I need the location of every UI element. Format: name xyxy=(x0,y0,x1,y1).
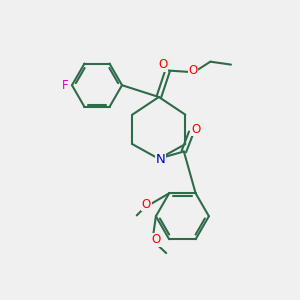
Text: O: O xyxy=(189,64,198,77)
Text: O: O xyxy=(152,233,161,246)
Text: O: O xyxy=(191,123,200,136)
Text: N: N xyxy=(155,153,165,166)
Text: F: F xyxy=(62,79,69,92)
Text: O: O xyxy=(159,58,168,71)
Text: O: O xyxy=(142,198,151,211)
